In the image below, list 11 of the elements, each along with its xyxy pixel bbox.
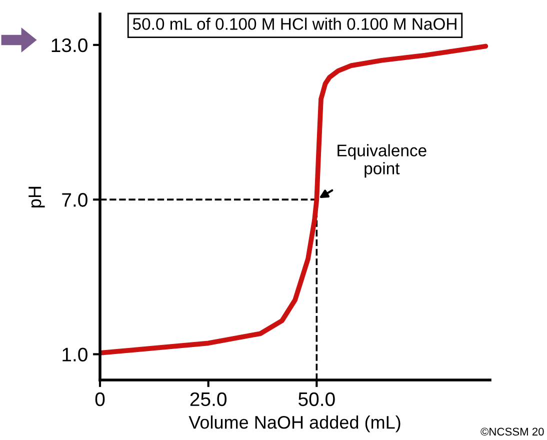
y-tick-label: 7.0 bbox=[62, 193, 88, 207]
y-axis-title: pH bbox=[28, 186, 45, 208]
x-tick-label: 50.0 bbox=[298, 392, 335, 406]
annotation: Equivalence point bbox=[338, 144, 426, 178]
y-tick-label: 13.0 bbox=[52, 38, 88, 52]
x-axis-title: Volume NaOH added (mL) bbox=[188, 415, 400, 432]
chart-title: 50.0 mL of 0.100 M HCl with 0.100 M NaOH bbox=[132, 18, 456, 30]
x-tick-label: 0 bbox=[95, 392, 105, 406]
x-tick-label: 25.0 bbox=[190, 392, 226, 406]
y-tick-label: 1.0 bbox=[62, 348, 88, 362]
text: ©NCSSM 20 bbox=[480, 428, 544, 436]
